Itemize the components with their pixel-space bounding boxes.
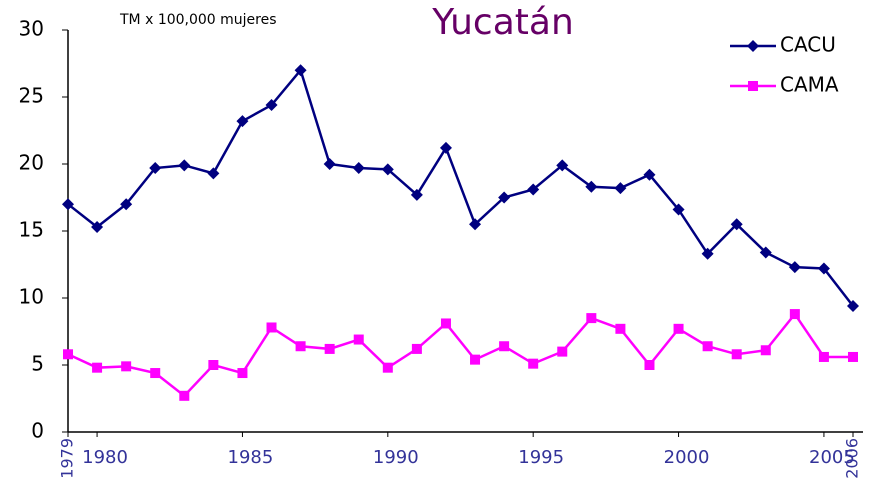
- y-tick-label: 15: [19, 218, 44, 242]
- legend-label: CAMA: [780, 73, 839, 97]
- data-point: [528, 358, 539, 369]
- data-point: [470, 354, 481, 365]
- x-tick-label: 1995: [518, 447, 564, 468]
- y-tick-label: 25: [19, 84, 44, 108]
- data-point: [323, 158, 336, 170]
- data-point: [63, 349, 73, 360]
- data-point: [585, 180, 598, 193]
- x-tick-label: 1979: [58, 438, 77, 479]
- data-point: [499, 341, 510, 352]
- x-tick-label: 1985: [228, 447, 274, 468]
- data-point: [702, 341, 713, 352]
- data-point: [586, 313, 597, 324]
- data-point: [615, 323, 626, 334]
- data-point: [92, 362, 103, 373]
- y-tick-label: 10: [19, 285, 44, 309]
- data-point: [120, 198, 133, 211]
- x-tick-label: 1980: [82, 447, 128, 468]
- data-point: [788, 261, 801, 274]
- data-point: [411, 343, 422, 354]
- data-point: [150, 368, 161, 379]
- data-point: [381, 163, 394, 176]
- legend-marker: [748, 81, 758, 91]
- data-point: [236, 115, 249, 128]
- data-point: [760, 345, 771, 356]
- data-point: [673, 323, 684, 334]
- data-point: [848, 351, 858, 362]
- data-point: [789, 309, 800, 320]
- data-point: [847, 300, 859, 313]
- x-tick-label: 2006: [843, 438, 862, 479]
- data-point: [266, 322, 277, 333]
- y-tick-label: 0: [31, 419, 44, 443]
- y-tick-label: 20: [19, 151, 44, 175]
- data-point: [208, 360, 219, 370]
- data-point: [701, 247, 714, 260]
- data-point: [207, 167, 220, 180]
- chart-title: Yucatán: [431, 2, 574, 43]
- y-tick-label: 5: [31, 352, 44, 376]
- data-point: [818, 351, 829, 362]
- data-point: [672, 203, 685, 216]
- series-line: [67, 311, 853, 398]
- data-point: [410, 188, 423, 201]
- data-point: [62, 198, 74, 211]
- data-point: [731, 349, 742, 360]
- data-point: [121, 361, 132, 372]
- data-point: [295, 341, 306, 352]
- data-point: [91, 220, 104, 233]
- data-point: [643, 168, 656, 181]
- x-tick-label: 2000: [664, 447, 710, 468]
- data-point: [237, 368, 248, 379]
- data-point: [498, 191, 511, 204]
- data-point: [527, 183, 540, 196]
- data-point: [294, 64, 307, 77]
- data-point: [440, 318, 451, 329]
- data-point: [324, 343, 335, 354]
- data-point: [178, 159, 191, 172]
- y-tick-label: 30: [19, 17, 44, 41]
- data-point: [557, 346, 568, 357]
- data-point: [644, 360, 655, 370]
- data-point: [179, 390, 190, 401]
- x-tick-label: 1990: [373, 447, 419, 468]
- data-point: [149, 162, 162, 175]
- data-point: [817, 262, 830, 275]
- data-point: [439, 141, 452, 154]
- data-point: [730, 218, 743, 231]
- data-point: [265, 99, 278, 112]
- data-point: [469, 218, 482, 231]
- data-point: [614, 182, 627, 195]
- data-point: [556, 159, 569, 172]
- x-tick-label: 2005: [809, 447, 855, 468]
- data-point: [759, 246, 772, 259]
- legend-label: CACU: [780, 33, 836, 57]
- data-point: [353, 334, 364, 345]
- legend-marker: [747, 40, 759, 52]
- data-point: [352, 162, 365, 175]
- annotation: TM x 100,000 mujeres: [119, 12, 277, 28]
- data-point: [382, 362, 393, 373]
- series-line: [67, 67, 854, 307]
